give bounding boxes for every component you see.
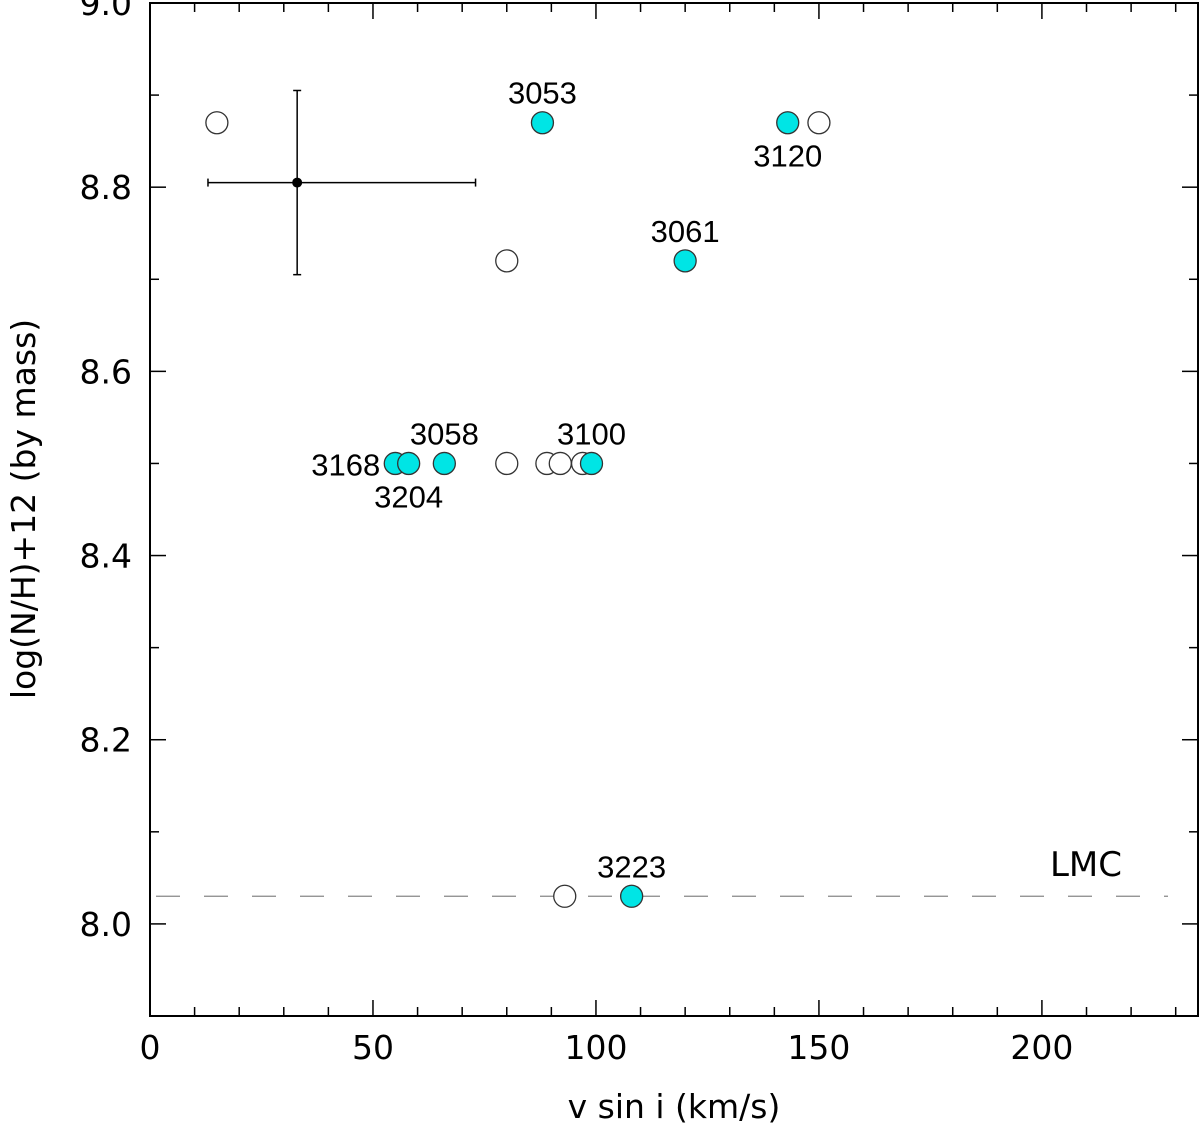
open-point <box>807 111 831 135</box>
x-axis-title: v sin i (km/s) <box>568 1087 781 1126</box>
y-tick-label: 8.4 <box>80 537 132 576</box>
ref-line-label: LMC <box>1050 845 1122 885</box>
y-tick-label: 8.0 <box>80 905 132 944</box>
y-tick-label: 8.8 <box>80 168 132 207</box>
filled-point <box>776 111 800 135</box>
x-tick-label: 0 <box>140 1028 161 1067</box>
filled-point <box>397 451 421 476</box>
filled-point <box>579 451 604 476</box>
point-label: 3100 <box>557 416 626 451</box>
point-label: 3120 <box>753 139 822 174</box>
open-point <box>205 111 229 135</box>
data-points <box>205 111 831 908</box>
point-label: 3204 <box>374 479 443 514</box>
open-point <box>495 249 519 273</box>
filled-point <box>619 884 644 908</box>
point-label: 3053 <box>508 76 577 111</box>
error-bar-center <box>292 177 303 188</box>
point-label: 3168 <box>311 447 380 482</box>
y-tick-label: 8.2 <box>80 721 132 760</box>
tick-labels: 0 50 100 150 200 8.0 8.2 8.4 8.6 8.8 9.0 <box>80 0 1074 1067</box>
y-tick-label: 9.0 <box>80 0 132 23</box>
open-point <box>548 451 572 476</box>
x-tick-label: 200 <box>1010 1028 1073 1067</box>
y-tick-label: 8.6 <box>80 352 132 391</box>
filled-point <box>673 249 697 273</box>
plot-frame <box>149 2 1199 1017</box>
x-tick-label: 100 <box>564 1028 627 1067</box>
x-tick-label: 150 <box>787 1028 850 1067</box>
x-tick-label: 50 <box>352 1028 394 1067</box>
point-label: 3061 <box>651 214 720 249</box>
point-label: 3223 <box>597 849 666 884</box>
axis-ticks <box>150 3 1198 1016</box>
error-bar-group <box>207 89 477 276</box>
open-point <box>495 451 519 476</box>
filled-point <box>432 451 456 476</box>
y-axis-title: log(N/H)+12 (by mass) <box>4 319 43 699</box>
filled-point <box>530 111 555 135</box>
point-label: 3058 <box>410 416 479 451</box>
open-point <box>553 884 577 908</box>
